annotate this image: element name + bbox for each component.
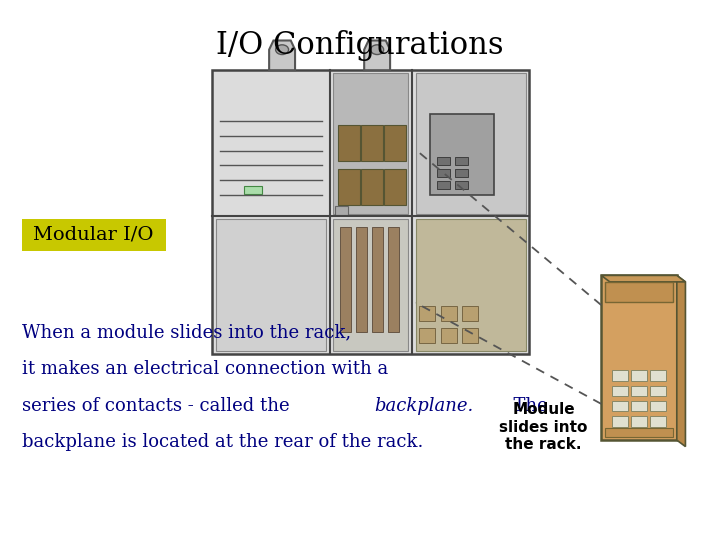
Circle shape <box>371 45 384 55</box>
Bar <box>631 416 647 427</box>
Bar <box>631 370 647 381</box>
Bar <box>441 328 456 343</box>
Text: Module
slides into
the rack.: Module slides into the rack. <box>500 402 588 452</box>
Bar <box>437 168 450 177</box>
Text: it makes an electrical connection with a: it makes an electrical connection with a <box>22 360 388 378</box>
Bar <box>612 416 628 427</box>
Bar <box>361 169 382 205</box>
Bar <box>631 401 647 411</box>
Text: Modular I/O: Modular I/O <box>33 226 154 244</box>
Bar <box>437 180 450 189</box>
Text: I/O Configurations: I/O Configurations <box>216 30 504 60</box>
Bar <box>333 73 408 213</box>
Bar <box>356 227 367 332</box>
Text: backplane is located at the rear of the rack.: backplane is located at the rear of the … <box>22 433 423 451</box>
Bar <box>361 125 382 161</box>
Polygon shape <box>601 275 685 282</box>
Bar <box>338 169 360 205</box>
Bar <box>455 157 468 165</box>
Circle shape <box>276 45 289 55</box>
Polygon shape <box>364 40 390 70</box>
Bar <box>462 306 478 321</box>
Bar <box>455 168 468 177</box>
Bar <box>605 282 673 302</box>
FancyBboxPatch shape <box>22 219 166 251</box>
Bar <box>649 386 665 396</box>
Bar <box>419 328 435 343</box>
Bar <box>336 206 348 215</box>
Bar <box>649 401 665 411</box>
Bar <box>437 157 450 165</box>
Text: When a module slides into the rack,: When a module slides into the rack, <box>22 323 351 341</box>
Bar <box>649 416 665 427</box>
Bar <box>441 306 456 321</box>
Bar <box>333 219 408 351</box>
Polygon shape <box>677 275 685 447</box>
Bar <box>455 180 468 189</box>
Text: backplane.: backplane. <box>374 396 474 415</box>
Bar <box>415 219 526 351</box>
Bar <box>372 227 383 332</box>
Bar <box>612 370 628 381</box>
Bar <box>338 125 360 161</box>
Bar <box>649 370 665 381</box>
Bar <box>631 386 647 396</box>
Bar <box>415 73 526 213</box>
Bar <box>212 70 529 354</box>
Bar <box>384 125 405 161</box>
Bar <box>605 428 673 437</box>
Text: series of contacts - called the: series of contacts - called the <box>22 396 295 415</box>
Bar <box>216 219 326 351</box>
Polygon shape <box>269 40 295 70</box>
Bar <box>612 401 628 411</box>
Bar <box>430 114 495 194</box>
Bar <box>341 227 351 332</box>
Bar <box>388 227 399 332</box>
Bar <box>612 386 628 396</box>
Bar <box>244 186 262 193</box>
Text: The: The <box>503 396 548 415</box>
Bar <box>384 169 405 205</box>
Bar <box>601 275 677 440</box>
Bar <box>419 306 435 321</box>
Bar <box>462 328 478 343</box>
